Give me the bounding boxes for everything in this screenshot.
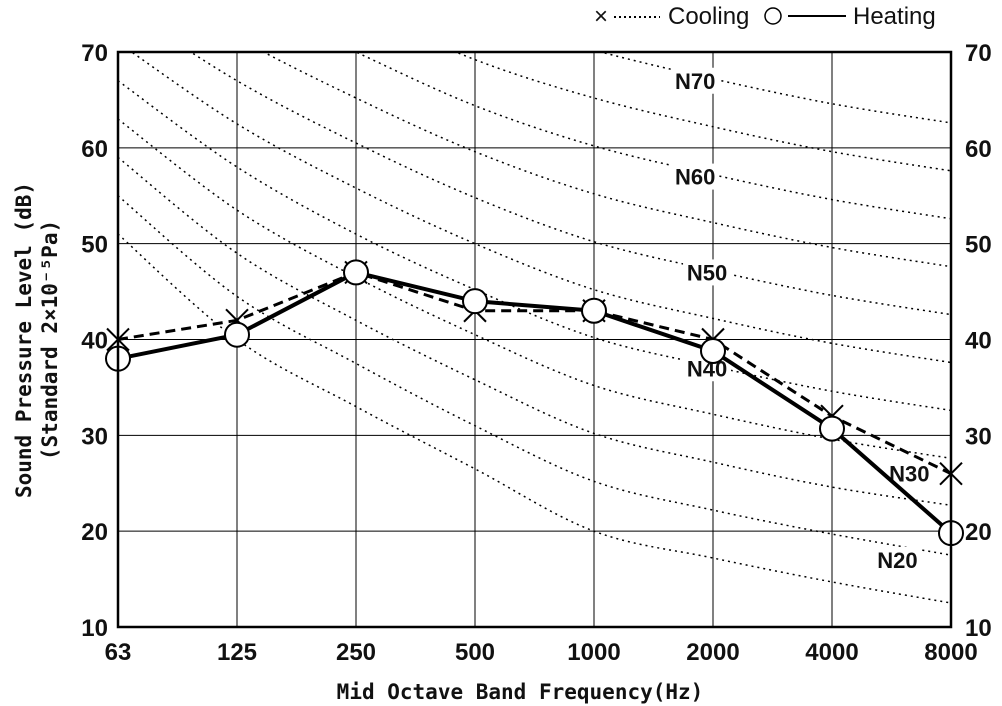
- nc-label-n20: N20: [877, 548, 917, 573]
- y-tick-right-70: 70: [965, 40, 992, 67]
- nc-curve-n40: [118, 81, 951, 411]
- heating-point-1000: [582, 299, 606, 323]
- nc-curves: [118, 0, 951, 603]
- y-tick-right-40: 40: [965, 328, 992, 355]
- nc-curve-n55: [118, 0, 951, 267]
- nc-label-n60: N60: [675, 165, 715, 190]
- legend: × Cooling Heating: [594, 3, 936, 30]
- x-tick-1000: 1000: [567, 639, 620, 666]
- x-tick-63: 63: [105, 639, 132, 666]
- y-tick-right-50: 50: [965, 232, 992, 259]
- x-tick-125: 125: [217, 639, 257, 666]
- y-tick-left-70: 70: [81, 40, 108, 67]
- x-tick-4000: 4000: [805, 639, 858, 666]
- nc-label-n70: N70: [675, 69, 715, 94]
- heating-point-250: [344, 260, 368, 284]
- heating-point-2000: [701, 339, 725, 363]
- x-tick-8000: 8000: [924, 639, 977, 666]
- heating-point-500: [463, 289, 487, 313]
- y-axis-subtitle: (Standard 2×10⁻⁵Pa): [38, 220, 62, 460]
- legend-cooling-label: Cooling: [668, 3, 749, 30]
- nc-curve-n65: [118, 0, 951, 171]
- y-tick-right-20: 20: [965, 519, 992, 546]
- y-tick-right-60: 60: [965, 136, 992, 163]
- y-tick-right-10: 10: [965, 615, 992, 642]
- y-tick-left-50: 50: [81, 232, 108, 259]
- y-tick-left-60: 60: [81, 136, 108, 163]
- y-axis-title: Sound Pressure Level (dB): [12, 182, 36, 498]
- x-tick-250: 250: [336, 639, 376, 666]
- legend-heating-label: Heating: [853, 3, 936, 30]
- cooling-line: [118, 272, 951, 473]
- nc-curve-n70: [118, 0, 951, 123]
- x-tick-2000: 2000: [686, 639, 739, 666]
- y-tick-left-10: 10: [81, 615, 108, 642]
- nc-curve-n25: [118, 196, 951, 555]
- y-tick-left-20: 20: [81, 519, 108, 546]
- legend-heating-symbol: [765, 8, 781, 24]
- y-tick-right-30: 30: [965, 423, 992, 450]
- nc-curve-n35: [118, 119, 951, 458]
- nc-curve-n60: [118, 0, 951, 219]
- heating-point-125: [225, 323, 249, 347]
- x-tick-500: 500: [455, 639, 495, 666]
- y-tick-left-40: 40: [81, 328, 108, 355]
- x-axis-title: Mid Octave Band Frequency(Hz): [337, 680, 704, 704]
- nc-label-n50: N50: [687, 260, 727, 285]
- y-tick-left-30: 30: [81, 423, 108, 450]
- heating-point-4000: [820, 417, 844, 441]
- legend-cooling-symbol: ×: [594, 3, 608, 30]
